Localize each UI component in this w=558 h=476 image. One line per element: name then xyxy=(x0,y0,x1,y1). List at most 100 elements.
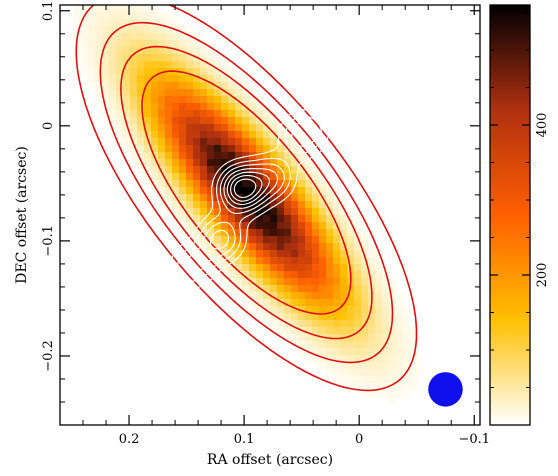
image-pixel xyxy=(396,334,404,342)
image-pixel xyxy=(207,103,215,111)
image-pixel xyxy=(361,292,369,300)
image-pixel xyxy=(298,348,306,356)
image-pixel xyxy=(298,208,306,216)
image-pixel xyxy=(403,306,411,314)
image-pixel xyxy=(235,110,243,118)
image-pixel xyxy=(326,320,334,328)
image-pixel xyxy=(193,47,201,55)
image-pixel xyxy=(312,257,320,265)
red-contour-line xyxy=(75,4,418,392)
image-pixel xyxy=(186,61,194,69)
image-pixel xyxy=(319,257,327,265)
image-pixel xyxy=(186,131,194,139)
image-pixel xyxy=(277,215,285,223)
image-pixel xyxy=(270,201,278,209)
image-pixel xyxy=(214,215,222,223)
image-pixel xyxy=(361,334,369,342)
image-pixel xyxy=(242,159,250,167)
image-pixel xyxy=(158,75,166,83)
image-pixel xyxy=(319,271,327,279)
image-pixel xyxy=(256,278,264,286)
image-pixel xyxy=(403,348,411,356)
image-pixel xyxy=(116,40,124,48)
image-pixel xyxy=(270,208,278,216)
image-pixel xyxy=(235,117,243,125)
image-pixel xyxy=(249,124,257,132)
image-pixel xyxy=(193,110,201,118)
image-pixel xyxy=(207,124,215,132)
image-pixel xyxy=(123,110,131,118)
image-pixel xyxy=(200,117,208,125)
image-pixel xyxy=(375,285,383,293)
image-pixel xyxy=(81,61,89,69)
image-pixel xyxy=(256,166,264,174)
image-pixel xyxy=(242,173,250,181)
image-pixel xyxy=(347,243,355,251)
image-pixel xyxy=(277,173,285,181)
image-pixel xyxy=(235,131,243,139)
image-pixel xyxy=(284,124,292,132)
image-pixel xyxy=(95,19,103,27)
image-pixel xyxy=(354,243,362,251)
image-pixel xyxy=(375,278,383,286)
image-pixel xyxy=(312,250,320,258)
image-pixel xyxy=(102,89,110,97)
image-pixel xyxy=(214,187,222,195)
image-pixel xyxy=(396,341,404,349)
image-pixel xyxy=(130,159,138,167)
image-pixel xyxy=(179,117,187,125)
x-tick-label: −0.1 xyxy=(458,432,490,447)
image-pixel xyxy=(249,145,257,153)
image-pixel xyxy=(88,19,96,27)
image-pixel xyxy=(305,306,313,314)
image-pixel xyxy=(305,222,313,230)
image-pixel xyxy=(88,5,96,13)
image-pixel xyxy=(109,5,117,13)
image-pixel xyxy=(270,222,278,230)
image-pixel xyxy=(130,40,138,48)
image-pixel xyxy=(137,12,145,20)
image-pixel xyxy=(228,89,236,97)
image-pixel xyxy=(263,278,271,286)
image-pixel xyxy=(347,229,355,237)
image-pixel xyxy=(312,355,320,363)
image-pixel xyxy=(312,215,320,223)
image-pixel xyxy=(312,222,320,230)
image-pixel xyxy=(151,89,159,97)
image-pixel xyxy=(158,68,166,76)
image-pixel xyxy=(256,243,264,251)
image-pixel xyxy=(165,75,173,83)
image-pixel xyxy=(368,383,376,391)
image-pixel xyxy=(361,264,369,272)
image-pixel xyxy=(389,376,397,384)
image-pixel xyxy=(305,264,313,272)
image-pixel xyxy=(109,47,117,55)
image-pixel xyxy=(256,271,264,279)
image-pixel xyxy=(375,376,383,384)
image-pixel xyxy=(81,26,89,34)
image-pixel xyxy=(270,173,278,181)
image-pixel xyxy=(81,54,89,62)
image-pixel xyxy=(158,12,166,20)
image-pixel xyxy=(340,194,348,202)
image-pixel xyxy=(242,222,250,230)
image-pixel xyxy=(312,313,320,321)
image-pixel xyxy=(158,103,166,111)
image-pixel xyxy=(116,5,124,13)
image-pixel xyxy=(207,222,215,230)
image-pixel xyxy=(235,82,243,90)
image-pixel xyxy=(333,208,341,216)
image-pixel xyxy=(256,159,264,167)
image-pixel xyxy=(340,327,348,335)
image-pixel xyxy=(242,194,250,202)
image-pixel xyxy=(116,124,124,132)
image-pixel xyxy=(235,194,243,202)
image-pixel xyxy=(354,362,362,370)
image-pixel xyxy=(235,201,243,209)
image-pixel xyxy=(228,131,236,139)
image-pixel xyxy=(221,236,229,244)
image-pixel xyxy=(165,61,173,69)
image-pixel xyxy=(214,89,222,97)
image-pixel xyxy=(109,96,117,104)
image-pixel xyxy=(340,306,348,314)
